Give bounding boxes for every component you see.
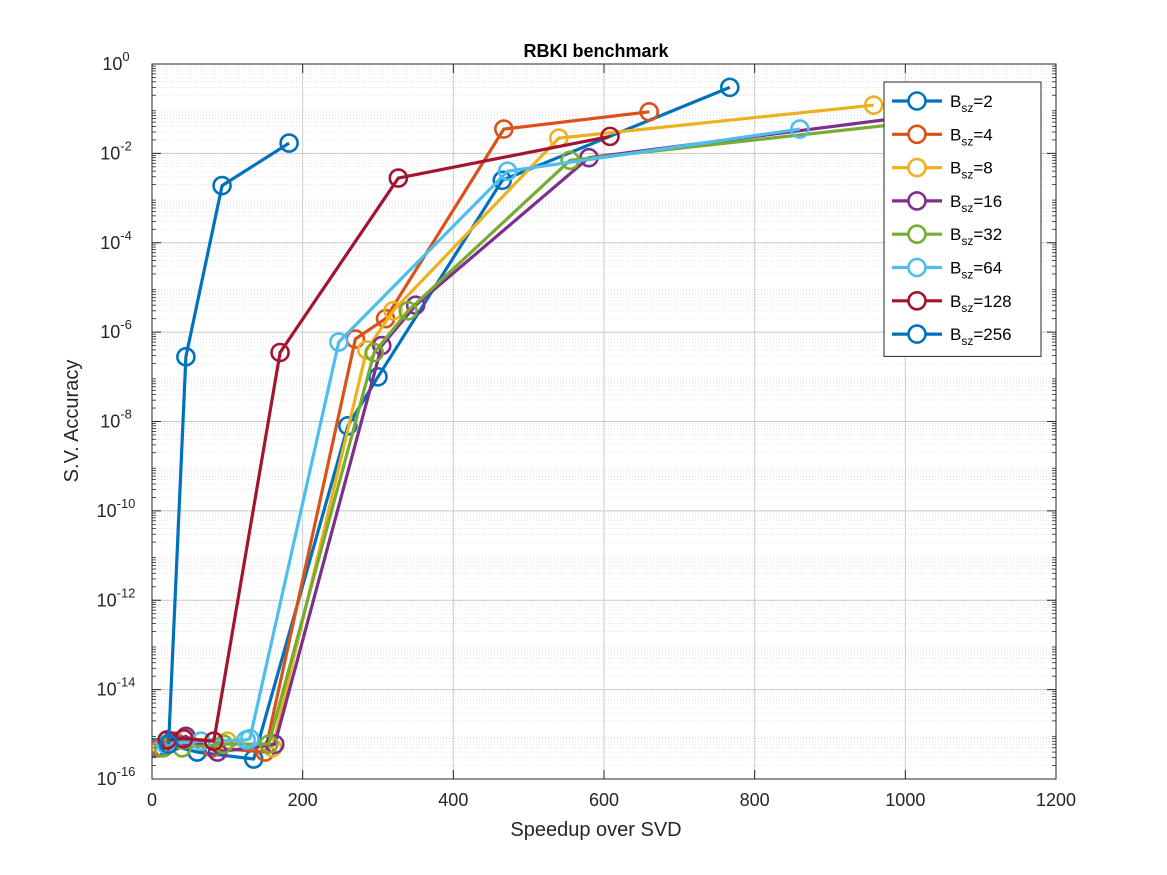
legend-label: Bsz=2 [950, 92, 993, 115]
legend-entry: Bsz=2 [892, 91, 993, 115]
y-tick-label: 10-14 [97, 675, 136, 700]
data-point [212, 175, 232, 196]
data-point [790, 119, 810, 139]
data-point [600, 126, 620, 147]
data-point [364, 342, 385, 363]
legend-marker [907, 91, 927, 111]
y-tick-labels: 10-16 10-14 10-12 10-10 10-8 10-6 10-4 10-2 100 [97, 49, 136, 789]
y-tick-label: 10-10 [97, 496, 136, 521]
data-point [497, 161, 518, 181]
x-tick-label: 200 [288, 790, 318, 810]
legend-entry: Bsz=32 [892, 224, 1002, 248]
legend-label: Bsz=8 [950, 159, 993, 182]
y-tick-label: 100 [102, 49, 129, 74]
data-point [639, 102, 660, 122]
y-tick-label: 10-6 [100, 317, 132, 342]
legend-marker [907, 124, 927, 145]
y-tick-label: 10-8 [100, 407, 132, 432]
legend-marker [907, 224, 927, 244]
x-tick-label: 800 [740, 790, 770, 810]
data-point [158, 734, 179, 755]
data-point [262, 737, 283, 758]
y-tick-label: 10-2 [100, 138, 132, 163]
legend-entry: Bsz=128 [892, 290, 1012, 315]
series-8 [158, 133, 299, 755]
data-point [240, 728, 260, 749]
data-point [279, 133, 299, 153]
x-tick-label: 400 [438, 790, 468, 810]
x-tick-label: 600 [589, 790, 619, 810]
data-point [270, 342, 290, 363]
data-point [213, 734, 234, 755]
legend-entry: Bsz=4 [892, 124, 993, 148]
series-line [166, 134, 611, 743]
legend-entry: Bsz=16 [892, 191, 1002, 215]
data-point [494, 119, 514, 139]
x-axis-label: Speedup over SVD [510, 819, 681, 841]
legend-entry: Bsz=8 [892, 157, 993, 182]
legend-label: Bsz=128 [950, 292, 1012, 315]
data-point [176, 347, 196, 367]
data-point [203, 731, 224, 752]
legend-entry: Bsz=256 [892, 324, 1012, 348]
legend-marker [907, 324, 927, 344]
y-tick-label: 10-12 [97, 585, 136, 610]
series-layer [152, 77, 908, 769]
legend-label: Bsz=32 [950, 225, 1002, 248]
chart-title: RBKI benchmark [523, 41, 669, 61]
data-point [258, 734, 279, 755]
legend-marker [907, 257, 927, 278]
series-line [167, 141, 290, 745]
x-tick-label: 1000 [885, 790, 925, 810]
legend-label: Bsz=64 [950, 259, 1002, 282]
data-point [720, 77, 740, 98]
series-line [163, 122, 898, 750]
legend: Bsz=2 Bsz=4 Bsz=8 Bsz=16 Bsz=32 Bsz=64 Bsz=128… [883, 81, 1042, 357]
legend-marker [907, 290, 927, 311]
x-tick-label: 1200 [1036, 790, 1076, 810]
x-tick-label: 0 [147, 790, 157, 810]
data-point [383, 301, 403, 321]
y-axis-label: S.V. Accuracy [61, 360, 83, 483]
legend-label: Bsz=16 [950, 192, 1002, 215]
legend-marker [907, 157, 927, 178]
y-tick-label: 10-16 [97, 764, 136, 789]
legend-label: Bsz=4 [950, 125, 993, 148]
legend-box [883, 81, 1042, 357]
y-tick-label: 10-4 [100, 228, 132, 253]
data-point [368, 367, 388, 387]
data-point [329, 332, 349, 352]
x-tick-labels: 0 200 400 600 800 1000 1200 [147, 790, 1076, 810]
data-point [388, 168, 409, 188]
data-point [863, 95, 884, 115]
legend-entry: Bsz=64 [892, 257, 1002, 282]
legend-label: Bsz=256 [950, 325, 1012, 348]
data-point [398, 301, 418, 321]
legend-marker [907, 191, 927, 211]
